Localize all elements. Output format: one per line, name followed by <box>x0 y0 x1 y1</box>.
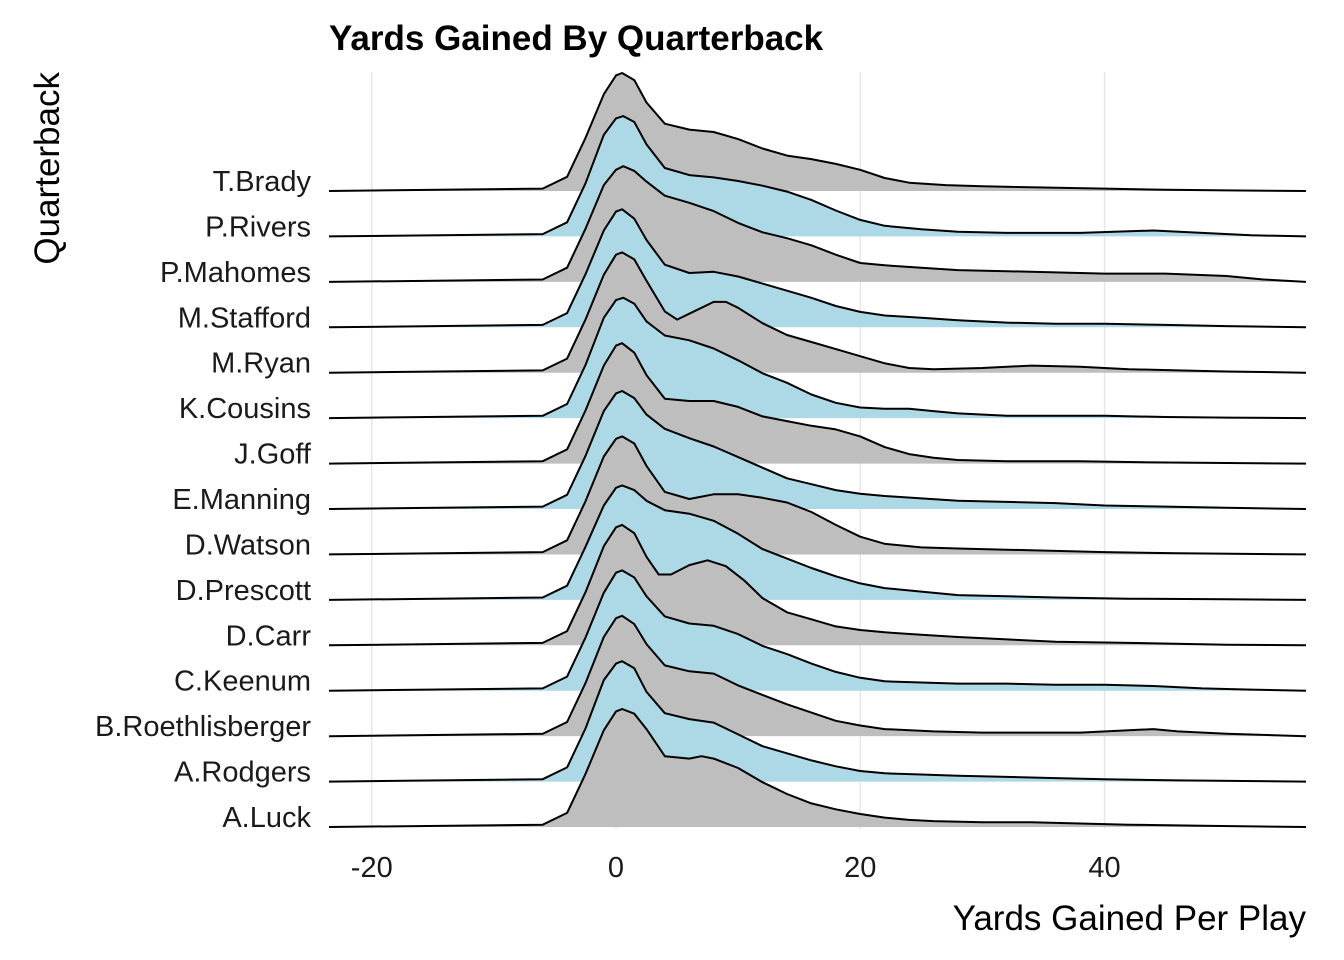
ridge-line-D.Prescott <box>328 484 1307 601</box>
ridge-fill-P.Mahomes <box>329 166 1306 282</box>
x-tick-label: 40 <box>1088 852 1120 884</box>
y-axis-title: Quarterback <box>28 72 67 265</box>
y-tick-label: D.Watson <box>185 529 311 561</box>
ridge-line-B.Roethlisberger <box>328 614 1307 738</box>
x-tick-label: 20 <box>844 852 876 884</box>
x-tick-label: -20 <box>351 852 393 884</box>
y-tick-label: J.Goff <box>234 439 312 471</box>
ridge-fill-P.Rivers <box>329 116 1306 237</box>
ridge-fill-J.Goff <box>329 343 1306 464</box>
ridge-fill-D.Prescott <box>329 485 1306 600</box>
y-tick-label: M.Ryan <box>211 348 311 380</box>
ridge-layer <box>328 72 1307 828</box>
y-tick-label: M.Stafford <box>178 302 311 334</box>
y-tick-label: P.Mahomes <box>160 257 311 289</box>
ridge-line-A.Rodgers <box>328 660 1307 783</box>
ridge-fill-T.Brady <box>329 73 1306 191</box>
y-tick-label: D.Carr <box>226 620 312 652</box>
y-tick-label: A.Rodgers <box>174 757 311 789</box>
ridge-line-P.Mahomes <box>328 165 1307 283</box>
y-tick-label: K.Cousins <box>179 393 311 425</box>
y-tick-label: A.Luck <box>222 802 311 834</box>
x-tick-labels: -20 0 20 40 <box>351 852 1121 884</box>
ridge-line-C.Keenum <box>328 569 1307 692</box>
ridge-line-J.Goff <box>328 342 1307 465</box>
ridge-line-M.Ryan <box>328 251 1307 374</box>
ridge-line-D.Watson <box>328 435 1307 556</box>
ridge-line-T.Brady <box>328 72 1307 192</box>
chart-title: Yards Gained By Quarterback <box>329 19 824 58</box>
ridge-line-E.Manning <box>328 390 1307 510</box>
y-tick-label: C.Keenum <box>174 666 311 698</box>
ridge-fill-M.Ryan <box>329 252 1306 373</box>
ridge-line-K.Cousins <box>328 296 1307 420</box>
y-tick-label: D.Prescott <box>176 575 311 607</box>
y-tick-label: P.Rivers <box>205 211 311 243</box>
ridge-fill-M.Stafford <box>329 209 1306 328</box>
ridge-fill-D.Watson <box>329 436 1306 555</box>
ridge-line-M.Stafford <box>328 208 1307 329</box>
ridge-line-P.Rivers <box>328 115 1307 238</box>
x-axis-title: Yards Gained Per Play <box>953 899 1307 938</box>
y-tick-labels: T.Brady P.Rivers P.Mahomes M.Stafford M.Ryan… <box>95 166 312 834</box>
y-tick-label: B.Roethlisberger <box>95 711 311 743</box>
y-tick-label: T.Brady <box>213 166 312 198</box>
y-tick-label: E.Manning <box>172 484 311 516</box>
ridge-line-A.Luck <box>328 708 1307 828</box>
ridge-line-D.Carr <box>328 523 1307 647</box>
x-tick-label: 0 <box>608 852 624 884</box>
